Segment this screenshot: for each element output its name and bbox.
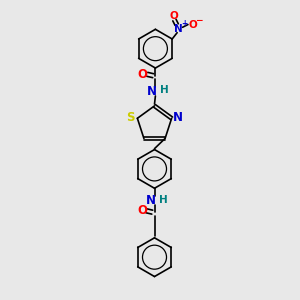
Text: S: S [126, 111, 135, 124]
Text: H: H [160, 85, 169, 95]
Text: O: O [138, 68, 148, 81]
Text: N: N [173, 111, 183, 124]
Text: N: N [146, 194, 156, 207]
Text: O: O [137, 204, 147, 217]
Text: N: N [174, 24, 182, 34]
Text: O: O [188, 20, 197, 30]
Text: N: N [147, 85, 157, 98]
Text: H: H [159, 194, 168, 205]
Text: −: − [195, 16, 203, 26]
Text: O: O [169, 11, 178, 21]
Text: +: + [181, 19, 187, 28]
